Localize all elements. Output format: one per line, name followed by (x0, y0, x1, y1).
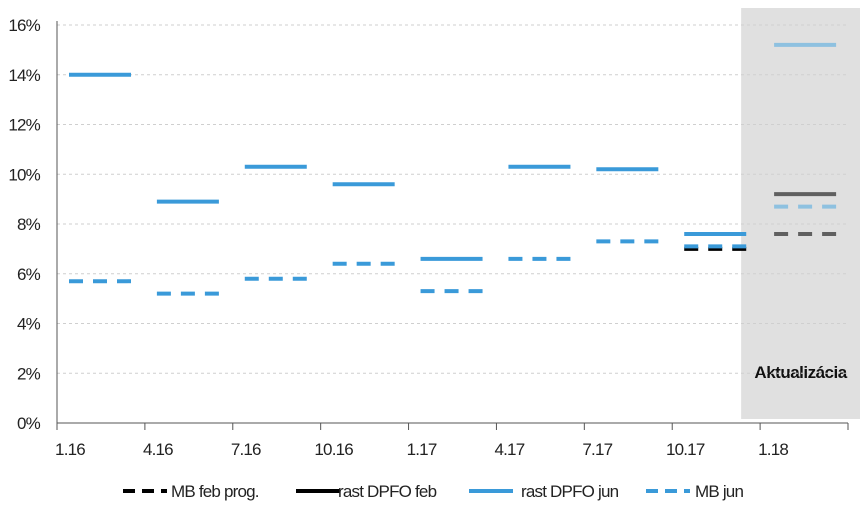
y-tick-label: 4% (17, 315, 41, 334)
gridlines (57, 24, 848, 374)
x-tick-label: 7.17 (582, 440, 612, 459)
x-tick-label: 4.16 (143, 440, 173, 459)
y-tick-label: 2% (17, 364, 41, 383)
highlight-band-layer: Aktualizácia (741, 8, 860, 419)
y-tick-label: 14% (8, 66, 40, 85)
highlight-band (741, 8, 860, 419)
legend-label: MB feb prog. (171, 482, 259, 501)
legend-label: MB jun (695, 482, 743, 501)
axes: 0% 2% 4% 6% 8% 10% 12% 14% 16% 1.16 4.16 7.16 10.16 1… (8, 16, 849, 459)
series-layer (69, 42, 837, 296)
x-tick-label: 4.17 (494, 440, 524, 459)
legend: MB feb prog. rast DPFO feb rast DPFO jun MB… (123, 482, 744, 501)
y-tick-label: 8% (17, 215, 41, 234)
legend-label: rast DPFO feb (338, 482, 437, 501)
y-tick-label: 10% (8, 165, 40, 184)
x-tick-label: 1.17 (407, 440, 437, 459)
x-tick-label: 1.16 (55, 440, 85, 459)
x-tick-label: 10.17 (666, 440, 705, 459)
legend-label: rast DPFO jun (521, 482, 619, 501)
x-tick-label: 1.18 (758, 440, 788, 459)
x-tick-label: 7.16 (231, 440, 261, 459)
y-tick-label: 12% (8, 116, 40, 135)
y-tick-label: 0% (17, 414, 41, 433)
highlight-band-label: Aktualizácia (754, 363, 847, 382)
y-tick-label: 16% (8, 16, 40, 35)
y-tick-label: 6% (17, 265, 41, 284)
x-tick-label: 10.16 (314, 440, 353, 459)
